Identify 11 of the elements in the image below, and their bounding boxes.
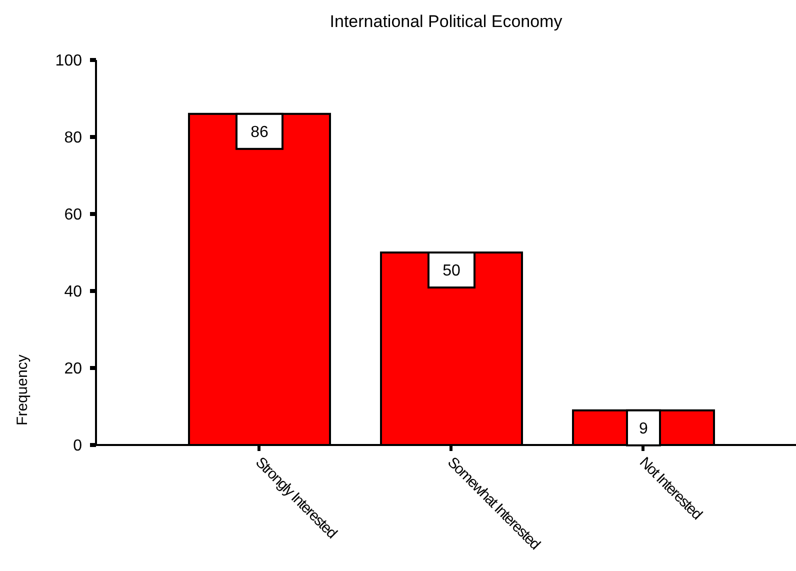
- y-tick-label: 100: [55, 52, 82, 70]
- y-tick-label: 40: [64, 284, 82, 301]
- y-tick-label: 80: [64, 130, 82, 147]
- data-label: 9: [639, 420, 648, 438]
- data-label: 86: [250, 124, 268, 141]
- y-tick-label: 60: [64, 206, 82, 224]
- chart-title: International Political Economy: [328, 12, 564, 32]
- y-tick-label: 0: [73, 438, 82, 455]
- data-label: 50: [442, 262, 460, 280]
- y-tick-label: 20: [64, 360, 82, 378]
- y-axis-title: Frequency: [14, 354, 30, 426]
